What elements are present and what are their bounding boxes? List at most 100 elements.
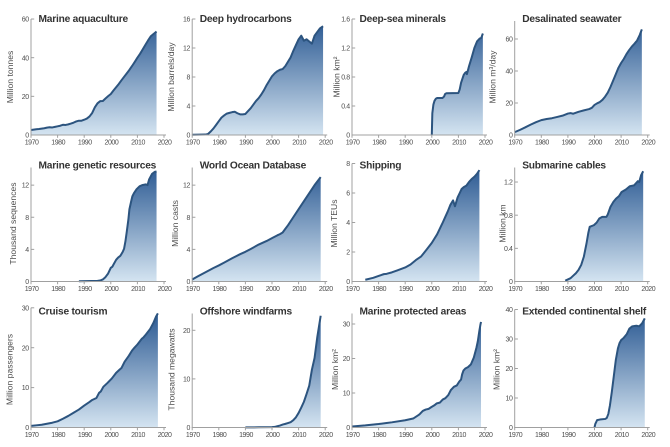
svg-text:2020: 2020 <box>641 432 655 439</box>
svg-text:40: 40 <box>506 69 513 76</box>
svg-text:Deep hydrocarbons: Deep hydrocarbons <box>200 14 292 25</box>
svg-text:60: 60 <box>22 17 29 24</box>
svg-text:0: 0 <box>346 425 350 432</box>
svg-text:1990: 1990 <box>399 140 413 147</box>
svg-text:10: 10 <box>343 391 350 398</box>
svg-text:8: 8 <box>25 215 29 222</box>
svg-text:6: 6 <box>346 191 350 198</box>
svg-text:Extended continental shelf: Extended continental shelf <box>522 307 647 318</box>
svg-text:2010: 2010 <box>131 140 145 147</box>
svg-text:30: 30 <box>343 322 350 329</box>
svg-text:0: 0 <box>25 133 29 140</box>
svg-text:Marine aquaculture: Marine aquaculture <box>39 14 129 25</box>
svg-text:30: 30 <box>506 337 513 344</box>
svg-text:0.4: 0.4 <box>341 104 350 111</box>
svg-text:Million km²: Million km² <box>492 349 502 390</box>
svg-text:1970: 1970 <box>186 286 200 293</box>
svg-text:Million km²: Million km² <box>330 349 340 390</box>
svg-text:1990: 1990 <box>562 286 576 293</box>
svg-text:2010: 2010 <box>131 432 145 439</box>
svg-text:8: 8 <box>186 75 190 82</box>
svg-text:Million barrels/day: Million barrels/day <box>166 42 176 112</box>
svg-text:Million m³/day: Million m³/day <box>488 50 498 104</box>
svg-text:Marine genetic resources: Marine genetic resources <box>39 161 157 172</box>
svg-text:Marine protected areas: Marine protected areas <box>360 307 467 318</box>
svg-text:20: 20 <box>506 366 513 373</box>
svg-text:Offshore windfarms: Offshore windfarms <box>200 307 293 318</box>
svg-text:2020: 2020 <box>641 140 655 147</box>
svg-text:30: 30 <box>22 305 29 312</box>
svg-text:Thousand megawatts: Thousand megawatts <box>167 328 177 410</box>
svg-text:0: 0 <box>186 425 190 432</box>
svg-text:60: 60 <box>506 37 513 44</box>
svg-text:1970: 1970 <box>25 432 39 439</box>
svg-text:0.8: 0.8 <box>341 75 350 82</box>
svg-text:10: 10 <box>506 396 513 403</box>
svg-text:2010: 2010 <box>452 286 466 293</box>
svg-text:2000: 2000 <box>105 286 119 293</box>
svg-text:20: 20 <box>506 101 513 108</box>
svg-text:1980: 1980 <box>51 432 65 439</box>
svg-text:1980: 1980 <box>372 286 386 293</box>
svg-text:1.2: 1.2 <box>341 46 350 53</box>
svg-text:0.4: 0.4 <box>504 246 513 253</box>
svg-text:10: 10 <box>22 385 29 392</box>
svg-text:8: 8 <box>346 161 350 168</box>
svg-text:2000: 2000 <box>588 140 602 147</box>
svg-text:1980: 1980 <box>213 140 227 147</box>
svg-text:2000: 2000 <box>588 286 602 293</box>
svg-text:20: 20 <box>22 94 29 101</box>
svg-text:Deep-sea minerals: Deep-sea minerals <box>360 14 447 25</box>
svg-text:Million TEUs: Million TEUs <box>329 199 339 247</box>
svg-text:0: 0 <box>509 279 513 286</box>
svg-text:2020: 2020 <box>641 286 655 293</box>
svg-text:2010: 2010 <box>292 286 306 293</box>
svg-text:1990: 1990 <box>562 432 576 439</box>
svg-text:12: 12 <box>183 46 190 53</box>
svg-text:1990: 1990 <box>239 286 253 293</box>
svg-text:2010: 2010 <box>131 286 145 293</box>
svg-text:2020: 2020 <box>479 140 493 147</box>
svg-text:World Ocean Database: World Ocean Database <box>200 161 307 172</box>
svg-text:1990: 1990 <box>562 140 576 147</box>
svg-text:1980: 1980 <box>372 140 386 147</box>
svg-text:1980: 1980 <box>51 286 65 293</box>
svg-text:1990: 1990 <box>399 286 413 293</box>
svg-text:0: 0 <box>509 133 513 140</box>
svg-text:1970: 1970 <box>186 140 200 147</box>
svg-text:0: 0 <box>186 133 190 140</box>
svg-text:0: 0 <box>186 279 190 286</box>
svg-text:2000: 2000 <box>105 140 119 147</box>
svg-text:1970: 1970 <box>508 432 522 439</box>
svg-text:2020: 2020 <box>158 432 172 439</box>
svg-text:0.8: 0.8 <box>504 213 513 220</box>
svg-text:1980: 1980 <box>535 140 549 147</box>
svg-text:1970: 1970 <box>346 432 360 439</box>
svg-text:12: 12 <box>22 183 29 190</box>
svg-text:2020: 2020 <box>319 432 333 439</box>
svg-text:2000: 2000 <box>105 432 119 439</box>
svg-text:2000: 2000 <box>266 140 280 147</box>
svg-text:2020: 2020 <box>319 140 333 147</box>
svg-text:Million casts: Million casts <box>170 200 180 247</box>
svg-text:1990: 1990 <box>78 140 92 147</box>
svg-text:Million tonnes: Million tonnes <box>5 51 15 104</box>
svg-text:2000: 2000 <box>266 432 280 439</box>
svg-text:2020: 2020 <box>158 286 172 293</box>
svg-text:2010: 2010 <box>615 140 629 147</box>
svg-text:4: 4 <box>25 247 29 254</box>
svg-text:20: 20 <box>183 328 190 335</box>
svg-text:2000: 2000 <box>266 286 280 293</box>
svg-text:40: 40 <box>22 55 29 62</box>
svg-text:4: 4 <box>186 104 190 111</box>
svg-text:0: 0 <box>346 279 350 286</box>
svg-text:2020: 2020 <box>158 140 172 147</box>
svg-text:8: 8 <box>186 215 190 222</box>
svg-text:2: 2 <box>346 250 350 257</box>
svg-text:2010: 2010 <box>615 432 629 439</box>
svg-text:Thousand sequences: Thousand sequences <box>8 182 18 264</box>
svg-text:2000: 2000 <box>588 432 602 439</box>
svg-text:2010: 2010 <box>292 140 306 147</box>
svg-text:2010: 2010 <box>452 140 466 147</box>
svg-text:0: 0 <box>346 133 350 140</box>
